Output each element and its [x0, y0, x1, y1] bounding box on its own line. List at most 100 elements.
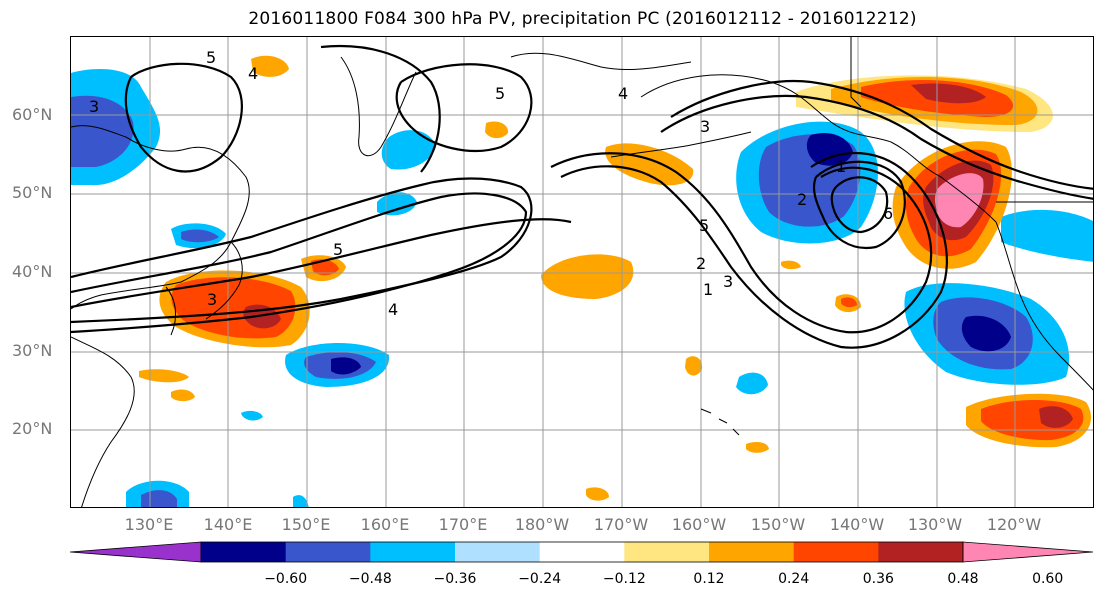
coast-arctic: [510, 52, 692, 71]
pv-contour-5: [560, 151, 948, 349]
pv-contour-3: [124, 62, 243, 173]
blob-kuril-blue: [381, 130, 436, 170]
colorbar-segment: [539, 542, 625, 562]
contour-label: 1: [703, 280, 713, 299]
lat-label: 40°N: [12, 262, 53, 281]
colorbar-segment: [370, 542, 456, 562]
colorbar-segment: [624, 542, 710, 562]
contour-label: 3: [207, 290, 217, 309]
colorbar-tick-label: −0.36: [433, 571, 477, 587]
contour-label: 2: [696, 254, 706, 273]
positive-anomaly-fills: [139, 55, 1092, 501]
lon-label: 160°W: [671, 515, 727, 534]
map-panel: 5 4 3 5 4 3 5 4 1 3 5 2 6 1 2 3: [70, 36, 1094, 508]
coast-asia-mainland: [71, 125, 250, 310]
blob-se-dark: [1039, 406, 1073, 428]
pv-contour-7: [812, 160, 906, 250]
lon-label: 170°E: [438, 515, 488, 534]
blob-gulf-alaska-core: [806, 132, 853, 166]
blob-180-orange: [541, 254, 634, 299]
colorbar-segment: [709, 542, 795, 562]
blob-midpac-core: [331, 357, 361, 375]
pv-contour-8: [830, 176, 889, 234]
blob-canada-pink: [935, 173, 984, 228]
contour-label: 1: [836, 157, 846, 176]
blob-sm-blue1: [241, 410, 263, 421]
colorbar-tick-label: −0.12: [602, 571, 646, 587]
contour-label: 5: [333, 240, 343, 259]
blob-bering-dark: [911, 83, 986, 104]
contour-label: 4: [618, 84, 628, 103]
blob-sm-orange2: [171, 389, 195, 402]
blob-pnw-blue: [1001, 209, 1093, 262]
lon-label: 130°W: [907, 515, 963, 534]
blob-kuril-red: [311, 259, 339, 276]
colorbar-tick-label: −0.24: [518, 571, 562, 587]
pv-contour-2: [71, 192, 528, 334]
lat-label: 30°N: [12, 341, 53, 360]
contour-label: 3: [89, 97, 99, 116]
coast-kamchatka: [340, 56, 417, 157]
colorbar-tick-label: 0.48: [947, 571, 979, 587]
blob-sm-orange6: [586, 487, 609, 501]
pv-contours: [71, 45, 1093, 349]
lon-label: 160°E: [360, 515, 410, 534]
blob-sm-red3: [841, 297, 857, 308]
pv-contour-10: [660, 94, 1093, 200]
lon-label: 140°W: [829, 515, 885, 534]
contour-label: 3: [700, 117, 710, 136]
blob-sm-orange7: [781, 260, 801, 270]
lat-label: 50°N: [12, 183, 53, 202]
blob-n-orange: [251, 55, 289, 77]
lon-label: 120°W: [986, 515, 1042, 534]
contour-labels: 5 4 3 5 4 3 5 4 1 3 5 2 6 1 2 3: [89, 48, 893, 319]
border-alaska: [850, 37, 862, 108]
coast-japan: [205, 241, 243, 320]
contour-label: 5: [699, 216, 709, 235]
coast-hawaii: [700, 408, 740, 436]
blob-sm-blue2: [293, 495, 309, 507]
contour-label: 5: [206, 48, 216, 67]
colorbar: [69, 541, 1094, 569]
colorbar-tick-label: −0.60: [264, 571, 308, 587]
contour-label: 5: [495, 84, 505, 103]
blob-dateline-orange: [605, 143, 694, 186]
coastlines: [71, 37, 1093, 507]
coast-westus: [995, 221, 1093, 391]
pv-contour-11: [71, 218, 572, 309]
blob-sm-orange5: [746, 441, 769, 453]
pv-contour-1: [71, 177, 533, 324]
blob-n-orange2: [485, 121, 509, 139]
colorbar-tick-label: −0.48: [348, 571, 392, 587]
contour-label: 4: [388, 300, 398, 319]
colorbar-tick-label: 0.60: [1032, 571, 1064, 587]
lon-label: 180°W: [514, 515, 570, 534]
lat-label: 60°N: [12, 105, 53, 124]
blob-ne-asia-core: [71, 95, 134, 167]
lon-label: 170°W: [593, 515, 649, 534]
lon-label: 140°E: [203, 515, 253, 534]
colorbar-segment: [285, 542, 371, 562]
colorbar-tick-label: 0.36: [862, 571, 894, 587]
contour-label: 3: [723, 272, 733, 291]
colorbar-segment: [201, 542, 287, 562]
coast-aleutians: [610, 131, 752, 158]
colorbar-outline: [200, 541, 964, 563]
colorbar-svg: [69, 541, 1094, 563]
lat-label: 20°N: [12, 419, 53, 438]
pv-contour-4: [395, 63, 533, 153]
blob-hawaii-blue: [736, 372, 768, 395]
contour-label: 2: [797, 190, 807, 209]
pv-contour-12: [320, 45, 441, 173]
blob-kuril-small: [377, 192, 417, 216]
colorbar-segment: [878, 542, 964, 562]
blob-sm-orange4: [685, 356, 703, 376]
blob-baja-core: [961, 315, 1011, 352]
colorbar-tick-label: 0.24: [778, 571, 810, 587]
pv-contour-9: [670, 79, 1093, 190]
colorbar-segment: [793, 542, 879, 562]
colorbar-extend-high: [962, 541, 1094, 563]
colorbar-segment: [455, 542, 541, 562]
contour-label: 4: [248, 64, 258, 83]
coast-alaska: [640, 74, 997, 223]
